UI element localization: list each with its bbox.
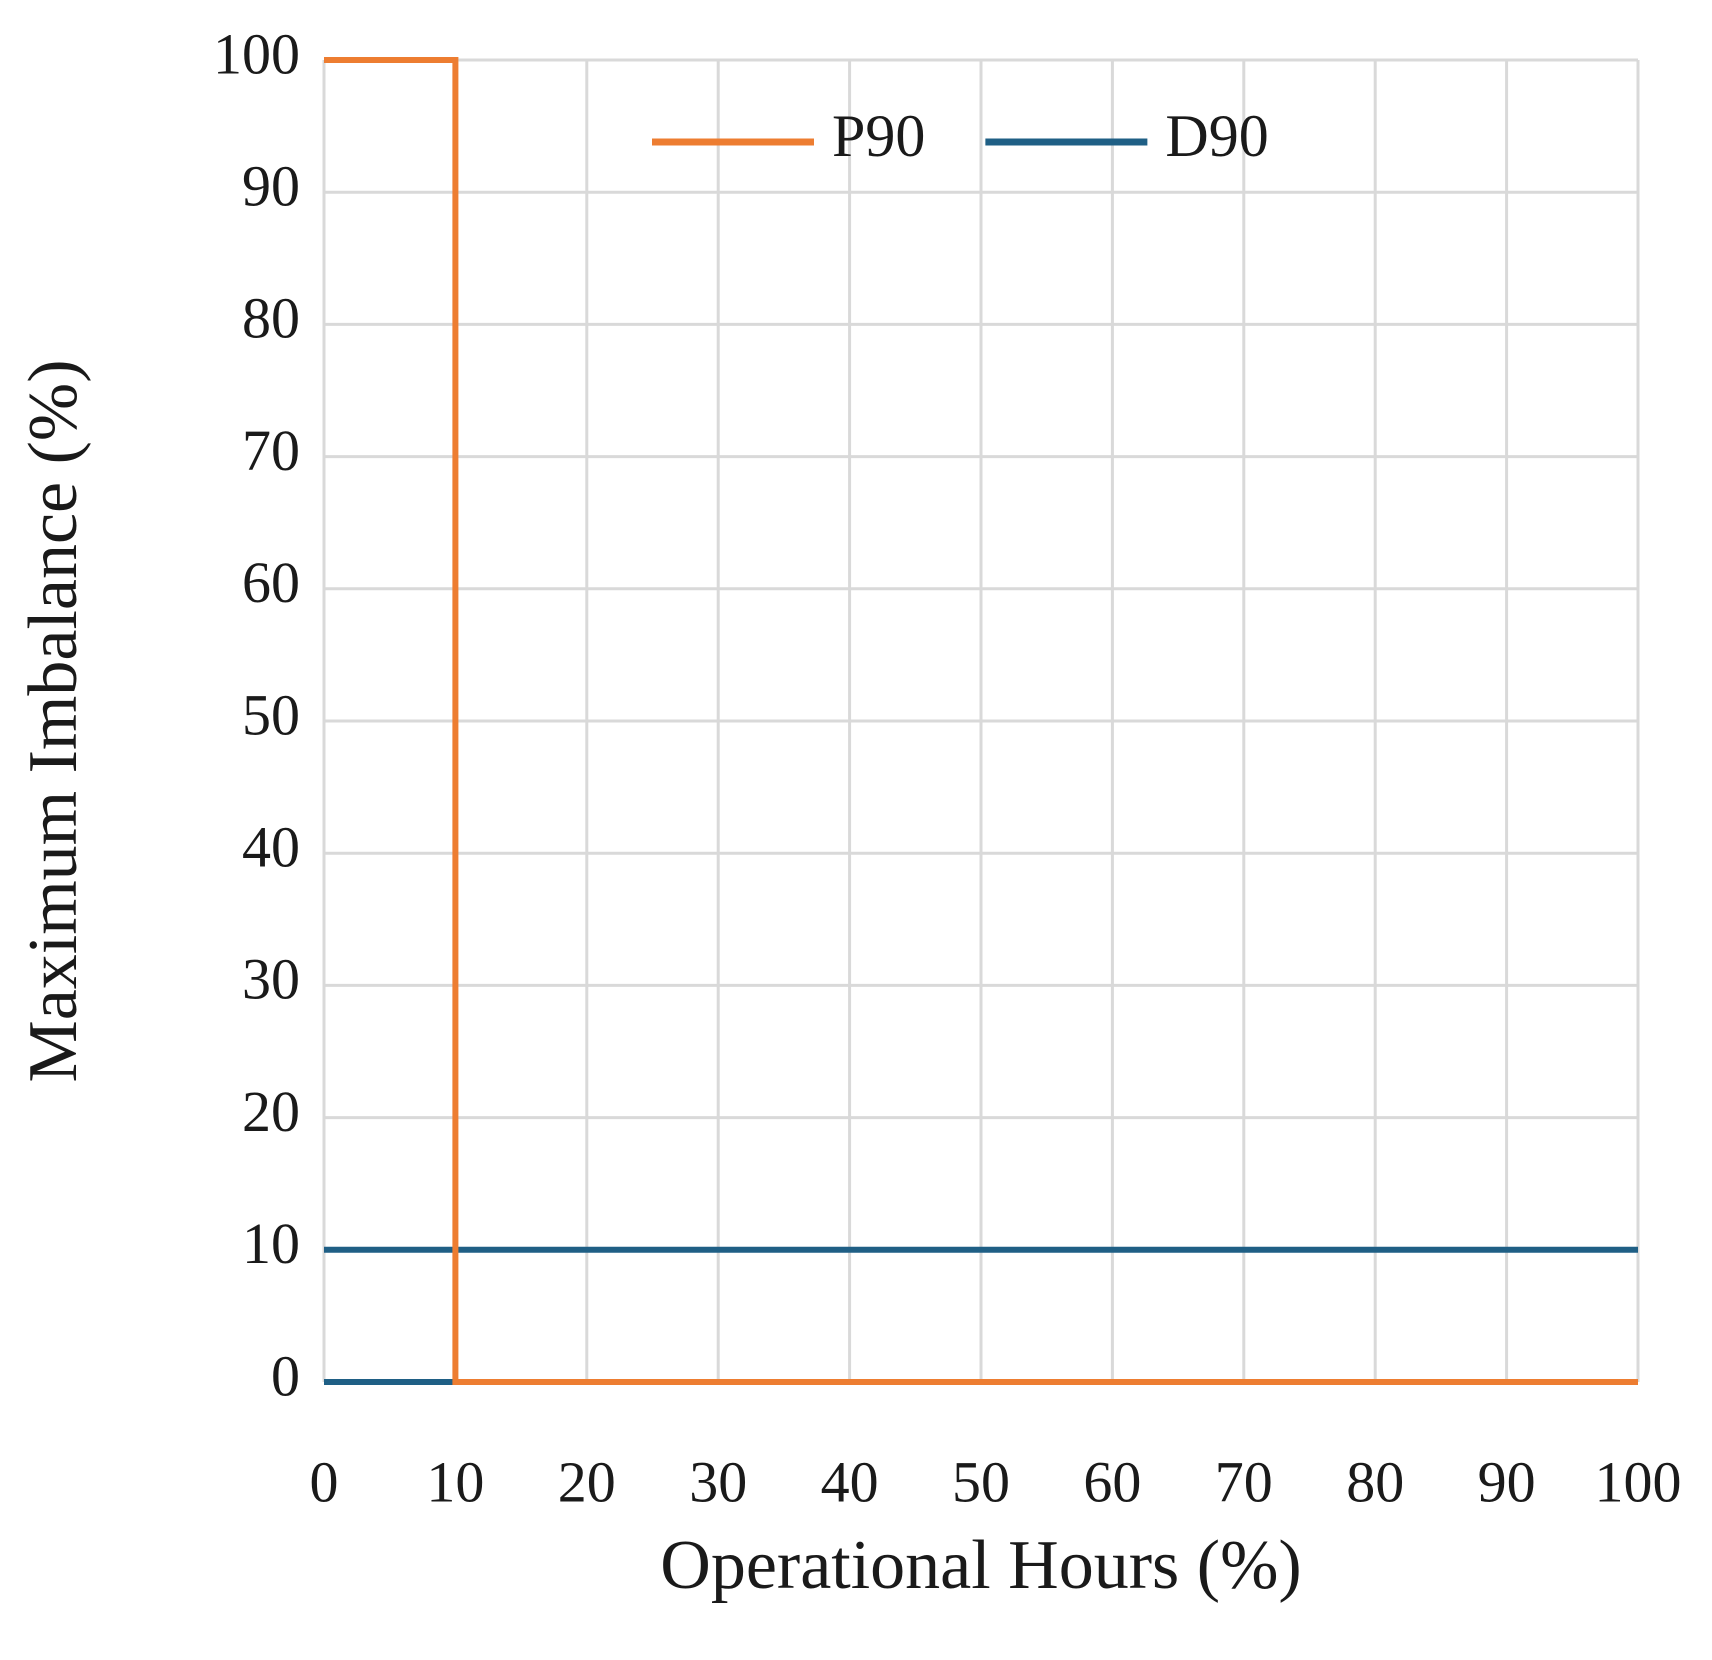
y-tick-label: 20 xyxy=(242,1079,300,1144)
y-tick-label: 70 xyxy=(242,418,300,483)
x-tick-label: 10 xyxy=(426,1449,484,1514)
x-tick-label: 50 xyxy=(952,1449,1010,1514)
x-tick-label: 70 xyxy=(1215,1449,1273,1514)
x-tick-label: 90 xyxy=(1478,1449,1536,1514)
y-tick-label: 0 xyxy=(271,1343,300,1408)
x-tick-label: 40 xyxy=(821,1449,879,1514)
legend-label: D90 xyxy=(1165,103,1268,169)
y-tick-label: 30 xyxy=(242,947,300,1012)
y-tick-label: 80 xyxy=(242,286,300,351)
y-axis-title: Maximum Imbalance (%) xyxy=(15,359,92,1082)
y-tick-label: 40 xyxy=(242,815,300,880)
y-tick-label: 100 xyxy=(213,21,300,86)
y-tick-label: 10 xyxy=(242,1211,300,1276)
legend-label: P90 xyxy=(832,103,925,169)
line-series xyxy=(324,57,1638,1385)
x-tick-label: 80 xyxy=(1346,1449,1404,1514)
line-series xyxy=(324,1246,1638,1385)
x-axis-title: Operational Hours (%) xyxy=(660,1527,1301,1604)
y-tick-label: 50 xyxy=(242,682,300,747)
x-tick-label: 60 xyxy=(1083,1449,1141,1514)
y-tick-label: 60 xyxy=(242,550,300,615)
x-tick-label: 20 xyxy=(558,1449,616,1514)
x-tick-label: 100 xyxy=(1595,1449,1682,1514)
y-tick-label: 90 xyxy=(242,154,300,219)
x-tick-label: 0 xyxy=(310,1449,339,1514)
x-tick-label: 30 xyxy=(689,1449,747,1514)
